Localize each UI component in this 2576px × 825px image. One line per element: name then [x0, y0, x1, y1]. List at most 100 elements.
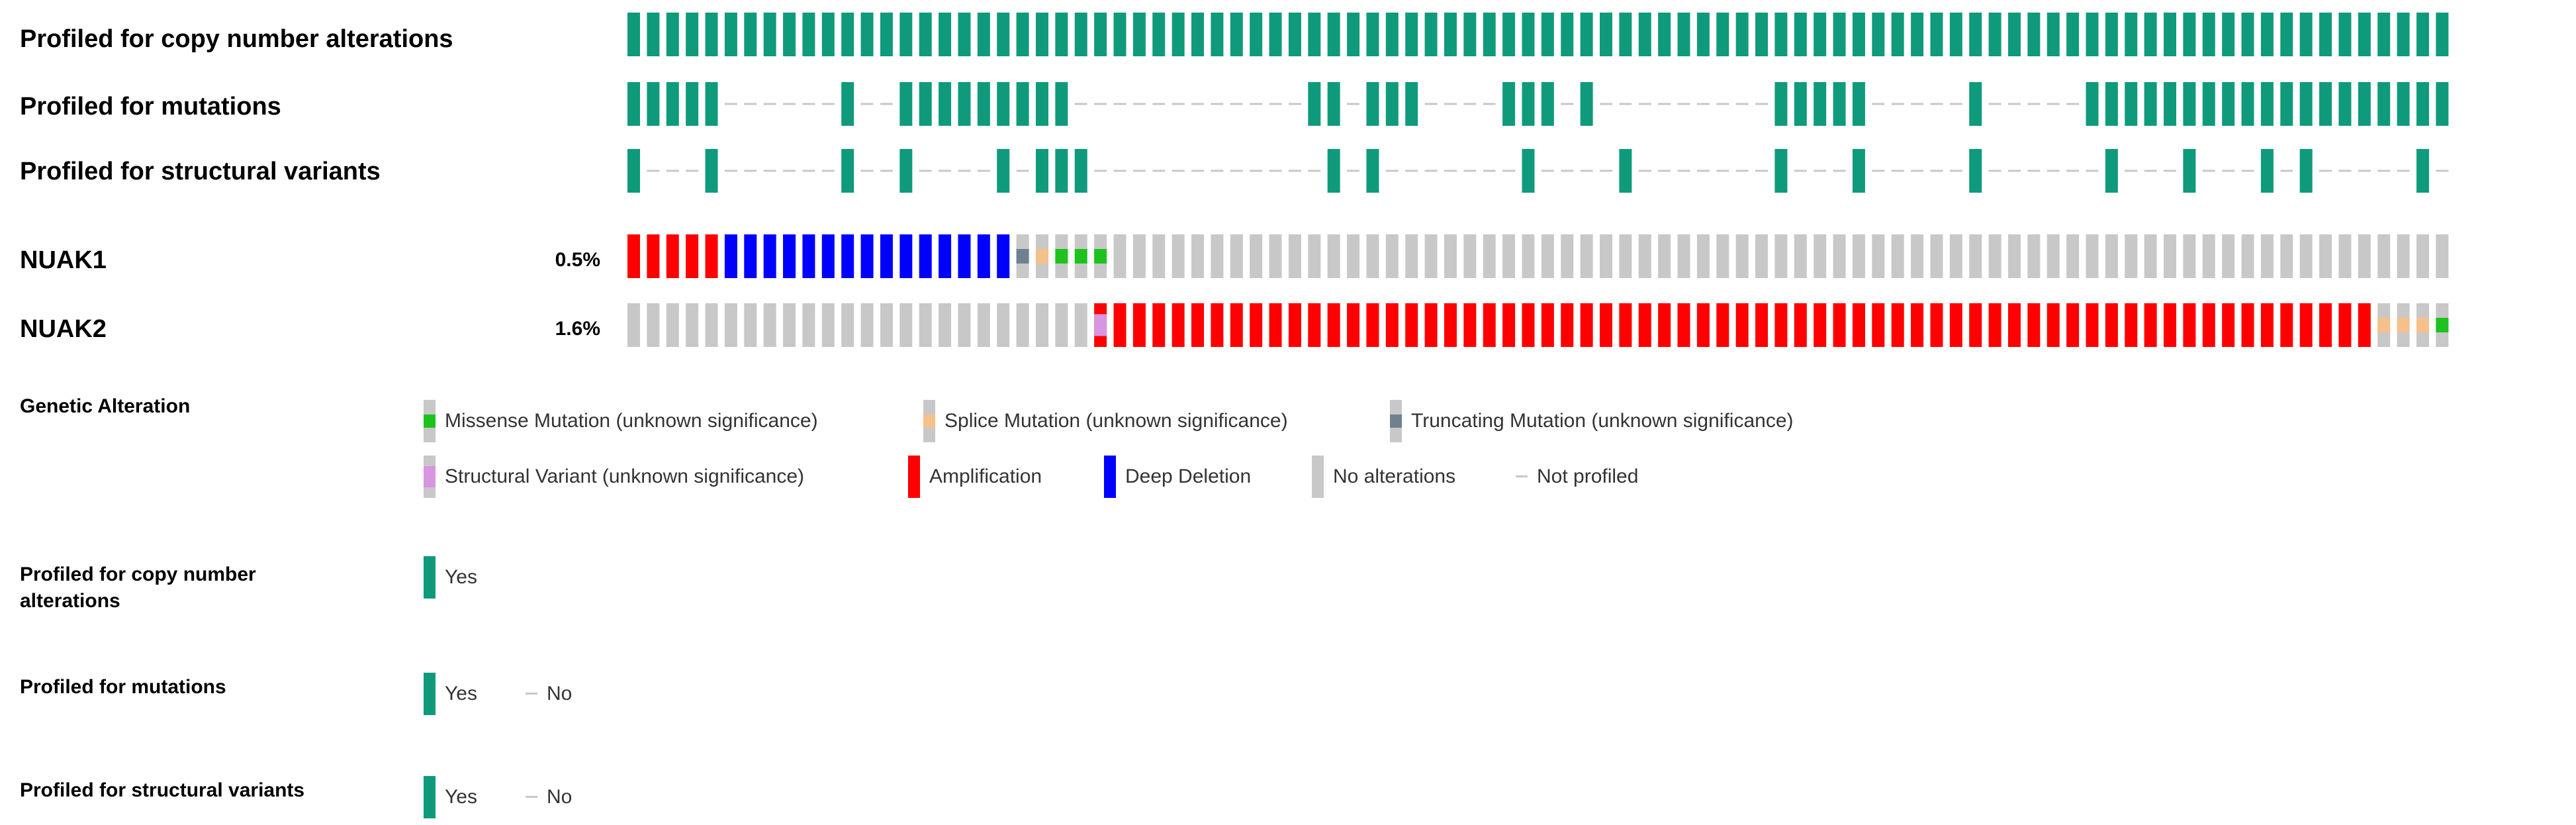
unaltered-cell[interactable]: [1735, 234, 1749, 278]
not-profiled-cell[interactable]: [2164, 170, 2177, 172]
profiled-cell[interactable]: [997, 82, 1010, 126]
profiled-cell[interactable]: [2358, 13, 2371, 56]
not-profiled-cell[interactable]: [1677, 170, 1690, 172]
profiled-cell[interactable]: [1852, 149, 1865, 193]
not-profiled-cell[interactable]: [880, 170, 893, 172]
profiled-cell[interactable]: [2125, 13, 2138, 56]
unaltered-cell[interactable]: [2047, 234, 2060, 278]
amplification-cell[interactable]: [2358, 303, 2371, 347]
profiled-cell[interactable]: [2241, 82, 2254, 126]
unaltered-cell[interactable]: [1891, 234, 1904, 278]
not-profiled-cell[interactable]: [1463, 103, 1477, 105]
gene-label-nuak1[interactable]: NUAK1: [20, 246, 107, 274]
not-profiled-cell[interactable]: [939, 170, 952, 172]
not-profiled-cell[interactable]: [744, 170, 757, 172]
truncating-mark[interactable]: [1016, 249, 1029, 264]
not-profiled-cell[interactable]: [1230, 170, 1243, 172]
not-profiled-cell[interactable]: [1191, 103, 1205, 105]
profiled-cell[interactable]: [1735, 13, 1749, 56]
not-profiled-cell[interactable]: [1211, 170, 1224, 172]
profiled-cell[interactable]: [1600, 13, 1612, 56]
amplification-cell[interactable]: [1191, 303, 1205, 347]
not-profiled-cell[interactable]: [1191, 170, 1205, 172]
profiled-cell[interactable]: [1774, 13, 1788, 56]
not-profiled-cell[interactable]: [1308, 170, 1321, 172]
unaltered-cell[interactable]: [1600, 234, 1612, 278]
amplification-cell[interactable]: [1988, 303, 2001, 347]
not-profiled-cell[interactable]: [1638, 170, 1651, 172]
unaltered-cell[interactable]: [1619, 234, 1632, 278]
not-profiled-cell[interactable]: [1483, 170, 1496, 172]
unaltered-cell[interactable]: [1308, 234, 1321, 278]
amplification-cell[interactable]: [2066, 303, 2080, 347]
profiled-cell[interactable]: [2397, 13, 2410, 56]
amplification-cell[interactable]: [2280, 303, 2293, 347]
profiled-cell[interactable]: [958, 82, 971, 126]
not-profiled-cell[interactable]: [1347, 103, 1360, 105]
profiled-cell[interactable]: [783, 13, 796, 56]
profiled-cell[interactable]: [1016, 82, 1029, 126]
profiled-cell[interactable]: [1074, 149, 1087, 193]
unaltered-cell[interactable]: [686, 303, 699, 347]
profiled-cell[interactable]: [1094, 13, 1107, 56]
not-profiled-cell[interactable]: [2436, 170, 2449, 172]
unaltered-cell[interactable]: [919, 303, 932, 347]
amplification-cell[interactable]: [1230, 303, 1243, 347]
unaltered-cell[interactable]: [1016, 303, 1029, 347]
splice-mark[interactable]: [2377, 318, 2391, 332]
amplification-cell[interactable]: [2027, 303, 2041, 347]
deep-deletion-cell[interactable]: [899, 234, 913, 278]
profiled-cell[interactable]: [958, 13, 971, 56]
profiled-cell[interactable]: [1949, 13, 1962, 56]
unaltered-cell[interactable]: [1677, 234, 1690, 278]
unaltered-cell[interactable]: [2086, 234, 2099, 278]
not-profiled-cell[interactable]: [1735, 170, 1749, 172]
amplification-cell[interactable]: [1814, 303, 1827, 347]
profiled-cell[interactable]: [2299, 13, 2313, 56]
deep-deletion-cell[interactable]: [724, 234, 737, 278]
not-profiled-cell[interactable]: [1288, 103, 1301, 105]
profiled-cell[interactable]: [997, 149, 1010, 193]
not-profiled-cell[interactable]: [1988, 170, 2001, 172]
amplification-cell[interactable]: [1911, 303, 1924, 347]
profiled-cell[interactable]: [2377, 82, 2391, 126]
unaltered-cell[interactable]: [1794, 234, 1807, 278]
not-profiled-cell[interactable]: [958, 170, 971, 172]
not-profiled-cell[interactable]: [1385, 170, 1399, 172]
not-profiled-cell[interactable]: [1600, 170, 1612, 172]
amplification-cell[interactable]: [1716, 303, 1729, 347]
not-profiled-cell[interactable]: [1463, 170, 1477, 172]
profiled-cell[interactable]: [2027, 13, 2041, 56]
not-profiled-cell[interactable]: [1696, 170, 1710, 172]
not-profiled-cell[interactable]: [1658, 170, 1671, 172]
amplification-cell[interactable]: [1969, 303, 1982, 347]
unaltered-cell[interactable]: [2436, 234, 2449, 278]
unaltered-cell[interactable]: [1716, 234, 1729, 278]
profiled-cell[interactable]: [939, 13, 952, 56]
unaltered-cell[interactable]: [2066, 234, 2080, 278]
oncoprint-grid[interactable]: [0, 0, 2576, 371]
unaltered-cell[interactable]: [2202, 234, 2215, 278]
splice-mark[interactable]: [1035, 249, 1048, 264]
amplification-cell[interactable]: [1463, 303, 1477, 347]
profiled-cell[interactable]: [899, 13, 913, 56]
amplification-cell[interactable]: [1619, 303, 1632, 347]
not-profiled-cell[interactable]: [2086, 170, 2099, 172]
not-profiled-cell[interactable]: [1638, 103, 1651, 105]
unaltered-cell[interactable]: [1561, 234, 1574, 278]
profiled-cell[interactable]: [880, 13, 893, 56]
profiled-cell[interactable]: [841, 13, 854, 56]
profiled-cell[interactable]: [1055, 13, 1068, 56]
amplification-cell[interactable]: [2183, 303, 2196, 347]
not-profiled-cell[interactable]: [1755, 103, 1769, 105]
profiled-cell[interactable]: [2125, 82, 2138, 126]
amplification-cell[interactable]: [647, 234, 660, 278]
amplification-cell[interactable]: [1502, 303, 1516, 347]
amplification-cell[interactable]: [2338, 303, 2352, 347]
profiled-cell[interactable]: [1385, 13, 1399, 56]
profiled-cell[interactable]: [1152, 13, 1166, 56]
unaltered-cell[interactable]: [2007, 234, 2021, 278]
not-profiled-cell[interactable]: [802, 103, 815, 105]
profiled-cell[interactable]: [1638, 13, 1651, 56]
unaltered-cell[interactable]: [1347, 234, 1360, 278]
